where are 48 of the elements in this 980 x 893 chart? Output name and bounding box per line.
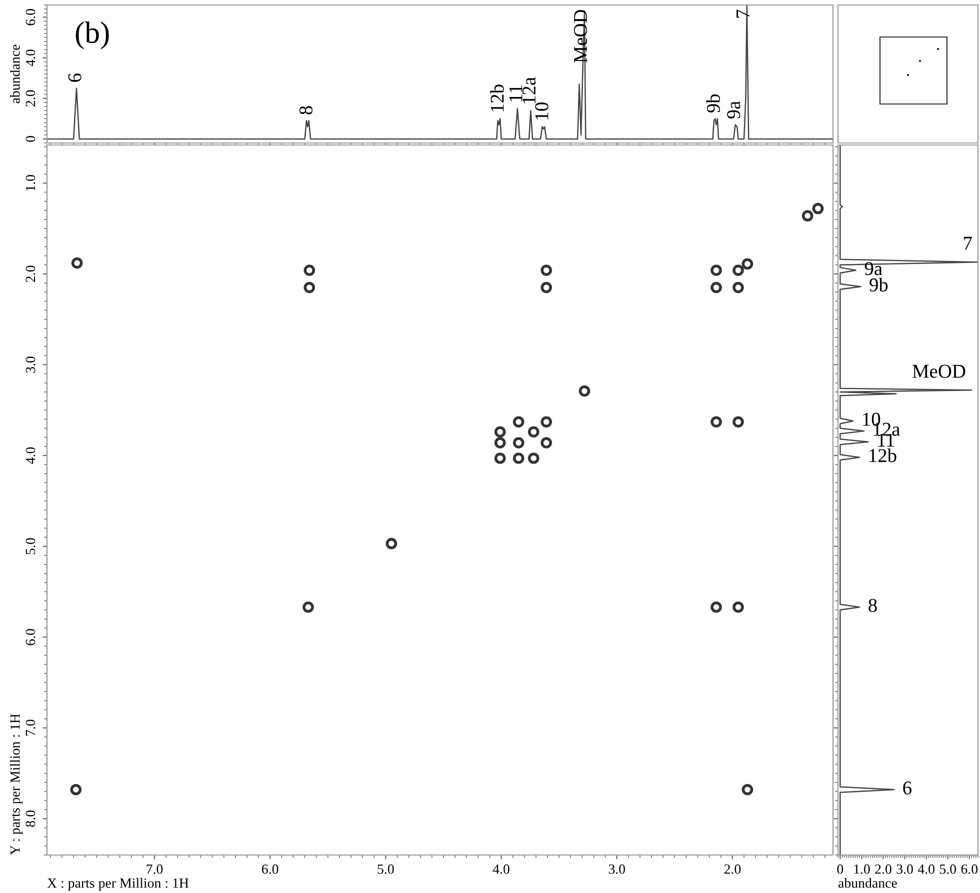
y-tick-label: 7.0 [26, 720, 36, 736]
annotation: 11 [878, 434, 894, 447]
annotation: 8 [868, 598, 877, 612]
annotation: 11 [509, 85, 522, 102]
y-axis-title: Y : parts per Million : 1H [10, 714, 23, 855]
annotation: 8 [299, 106, 313, 114]
annotation: 7 [964, 236, 972, 250]
x-tick-label: 3.0 [896, 864, 913, 874]
annotation: 9b [706, 94, 720, 112]
annotation: 10 [535, 102, 548, 120]
annotation: 6 [903, 781, 912, 794]
x-tick-label: 6.0 [262, 864, 278, 874]
x-tick-label: 2.0 [724, 864, 741, 874]
y-axis-title: abundance [10, 44, 20, 104]
x-axis-title: abundance [838, 878, 897, 888]
y-tick-label: 2.0 [26, 90, 36, 106]
x-tick-label: 0 [837, 864, 844, 874]
y-tick-label: 5.0 [26, 538, 36, 554]
y-tick-label: 2.0 [26, 266, 36, 282]
y-tick-label: 6.0 [26, 628, 36, 646]
y-tick-label: 3.0 [26, 356, 36, 373]
x-tick-label: 4.0 [918, 864, 934, 874]
annotation: 9b [870, 278, 888, 292]
x-tick-label: 5.0 [378, 864, 394, 874]
annotation: 12b [490, 84, 504, 112]
x-axis-title: X : parts per Million : 1H [47, 878, 189, 891]
annotation: 6 [68, 74, 82, 82]
x-tick-label: 1.0 [854, 864, 870, 874]
annotation: 9a [864, 262, 882, 276]
y-tick-label: 8.0 [26, 810, 36, 827]
annotation: MeOD [574, 10, 588, 63]
y-tick-label: 1.0 [26, 174, 36, 191]
x-tick-label: 2.0 [875, 864, 892, 874]
y-tick-label: 4.0 [26, 50, 36, 66]
x-tick-label: 3.0 [608, 864, 625, 874]
annotation: 12a [522, 77, 536, 104]
x-tick-label: 5.0 [940, 864, 956, 874]
y-tick-label: 4.0 [26, 447, 36, 464]
x-tick-label: 6.0 [961, 864, 978, 874]
x-tick-label: 7.0 [146, 864, 163, 874]
y-tick-label: 6.0 [26, 9, 36, 26]
y-tick-label: 0 [26, 136, 36, 142]
chart-title: (b) [76, 22, 109, 50]
x-tick-label: 4.0 [492, 864, 510, 874]
annotation: 12b [870, 448, 896, 462]
annotation: 9a [727, 101, 740, 119]
annotation: MeOD [912, 364, 966, 378]
annotation: 7 [736, 10, 750, 18]
